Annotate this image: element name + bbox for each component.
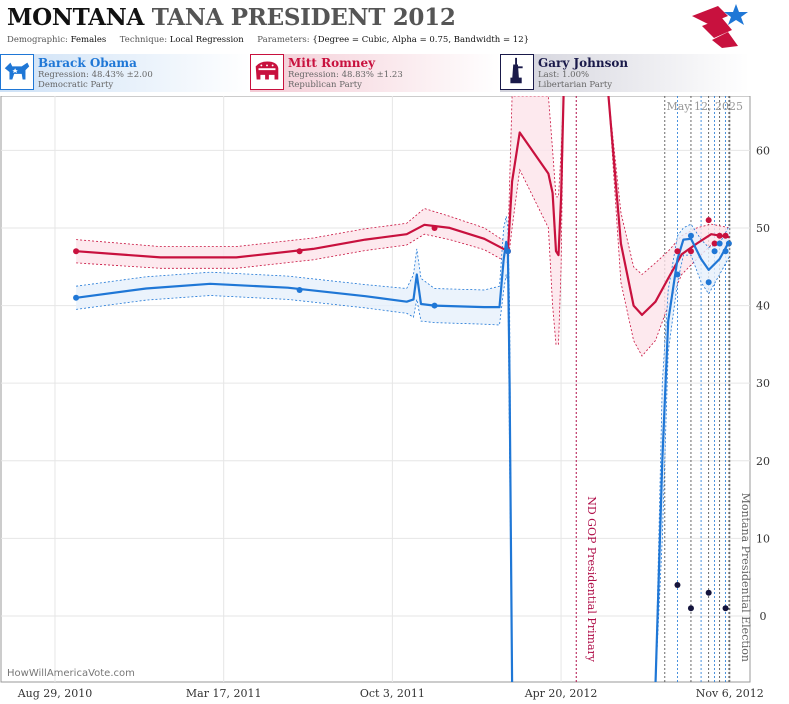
candidate-obama[interactable]: Barack Obama Regression: 48.43% ±2.00 De…	[0, 54, 250, 92]
y-tick-label: 50	[756, 222, 770, 235]
upper-bound-line	[76, 96, 730, 276]
candidate-party: Libertarian Party	[538, 80, 613, 90]
poll-point	[722, 232, 729, 239]
title-state: MONTANA	[7, 4, 144, 31]
candidate-banner	[500, 54, 750, 92]
poll-point	[687, 232, 694, 239]
demographic-label: Demographic:	[7, 35, 68, 45]
elephant-icon	[250, 54, 284, 90]
poll-point	[722, 605, 729, 612]
y-tick-label: 30	[756, 377, 770, 390]
candidate-johnson[interactable]: Gary Johnson Last: 1.00% Libertarian Par…	[500, 54, 750, 92]
candidate-name: Barack Obama	[38, 56, 137, 70]
candidate-party: Republican Party	[288, 80, 362, 90]
candidate-romney[interactable]: Mitt Romney Regression: 48.83% ±1.23 Rep…	[250, 54, 500, 92]
y-tick-label: 20	[756, 455, 770, 468]
demographic-value: Females	[70, 35, 107, 45]
technique-label: Technique:	[119, 35, 168, 45]
y-tick-label: 0	[760, 610, 767, 623]
poll-point	[687, 605, 694, 612]
watermark-text: HowWillAmericaVote.com	[7, 668, 135, 679]
poll-point	[705, 217, 712, 224]
poll-point	[73, 294, 80, 301]
parameters-value: {Degree = Cubic, Alpha = 0.75, Bandwidth…	[312, 35, 530, 45]
page-title: MONTANA TANA PRESIDENT 2012	[7, 4, 456, 31]
poll-point	[716, 240, 723, 247]
poll-point	[674, 248, 681, 255]
poll-point	[296, 287, 303, 294]
poll-point	[722, 248, 729, 255]
poll-point	[711, 240, 718, 247]
plot-area	[0, 96, 751, 683]
poll-point	[431, 224, 438, 231]
regression-line	[75, 237, 731, 682]
y-tick-label: 10	[756, 532, 770, 545]
poll-point	[711, 248, 718, 255]
poll-point	[705, 589, 712, 596]
series-layer	[73, 96, 732, 682]
upper-bound-line	[76, 216, 731, 682]
poll-point	[504, 248, 511, 255]
poll-point	[296, 248, 303, 255]
candidate-regression: Last: 1.00%	[538, 70, 590, 80]
poll-point	[674, 271, 681, 278]
candidate-regression: Regression: 48.43% ±2.00	[38, 70, 153, 80]
candidate-party: Democratic Party	[38, 80, 114, 90]
candidate-name: Mitt Romney	[288, 56, 376, 70]
confidence-band	[76, 96, 730, 356]
x-tick-label: Nov 6, 2012	[696, 687, 764, 700]
lower-bound-line	[76, 96, 730, 357]
star-logo-icon[interactable]	[688, 2, 750, 50]
poll-point	[716, 232, 723, 239]
statue-of-liberty-icon	[500, 54, 534, 90]
candidate-banner	[0, 54, 250, 92]
poll-point	[431, 302, 438, 309]
poll-point	[725, 240, 732, 247]
event-label: Montana Presidential Election	[739, 493, 752, 662]
x-tick-label: Mar 17, 2011	[186, 687, 262, 700]
parameters-line: Demographic: Females Technique: Local Re…	[7, 35, 529, 45]
poll-point	[73, 248, 80, 255]
poll-chart: 0 10 20 30 40 50 60 Aug 29, 2010 Mar 17, 2011 Oct…	[0, 96, 770, 700]
title-rest: TANA PRESIDENT 2012	[151, 4, 456, 31]
date-stamp: May 12, 2025	[666, 100, 743, 113]
x-tick-label: Oct 3, 2011	[360, 687, 425, 700]
x-tick-label: Aug 29, 2010	[17, 687, 93, 700]
x-tick-label: Apr 20, 2012	[524, 687, 598, 700]
event-label: ND GOP Presidential Primary	[585, 496, 598, 663]
poll-point	[705, 279, 712, 286]
lower-bound-line	[76, 254, 731, 682]
poll-point	[687, 248, 694, 255]
candidate-regression: Regression: 48.83% ±1.23	[288, 70, 403, 80]
confidence-band	[76, 216, 730, 682]
regression-line	[76, 96, 730, 316]
header: MONTANA TANA PRESIDENT 2012 Demographic:…	[0, 0, 789, 52]
candidate-name: Gary Johnson	[538, 56, 629, 70]
candidate-banner	[250, 54, 500, 92]
technique-value: Local Regression	[169, 35, 244, 45]
parameters-label: Parameters:	[257, 35, 310, 45]
poll-point	[674, 581, 681, 588]
y-tick-label: 60	[756, 144, 770, 157]
donkey-icon	[0, 54, 34, 90]
y-tick-label: 40	[756, 300, 770, 313]
